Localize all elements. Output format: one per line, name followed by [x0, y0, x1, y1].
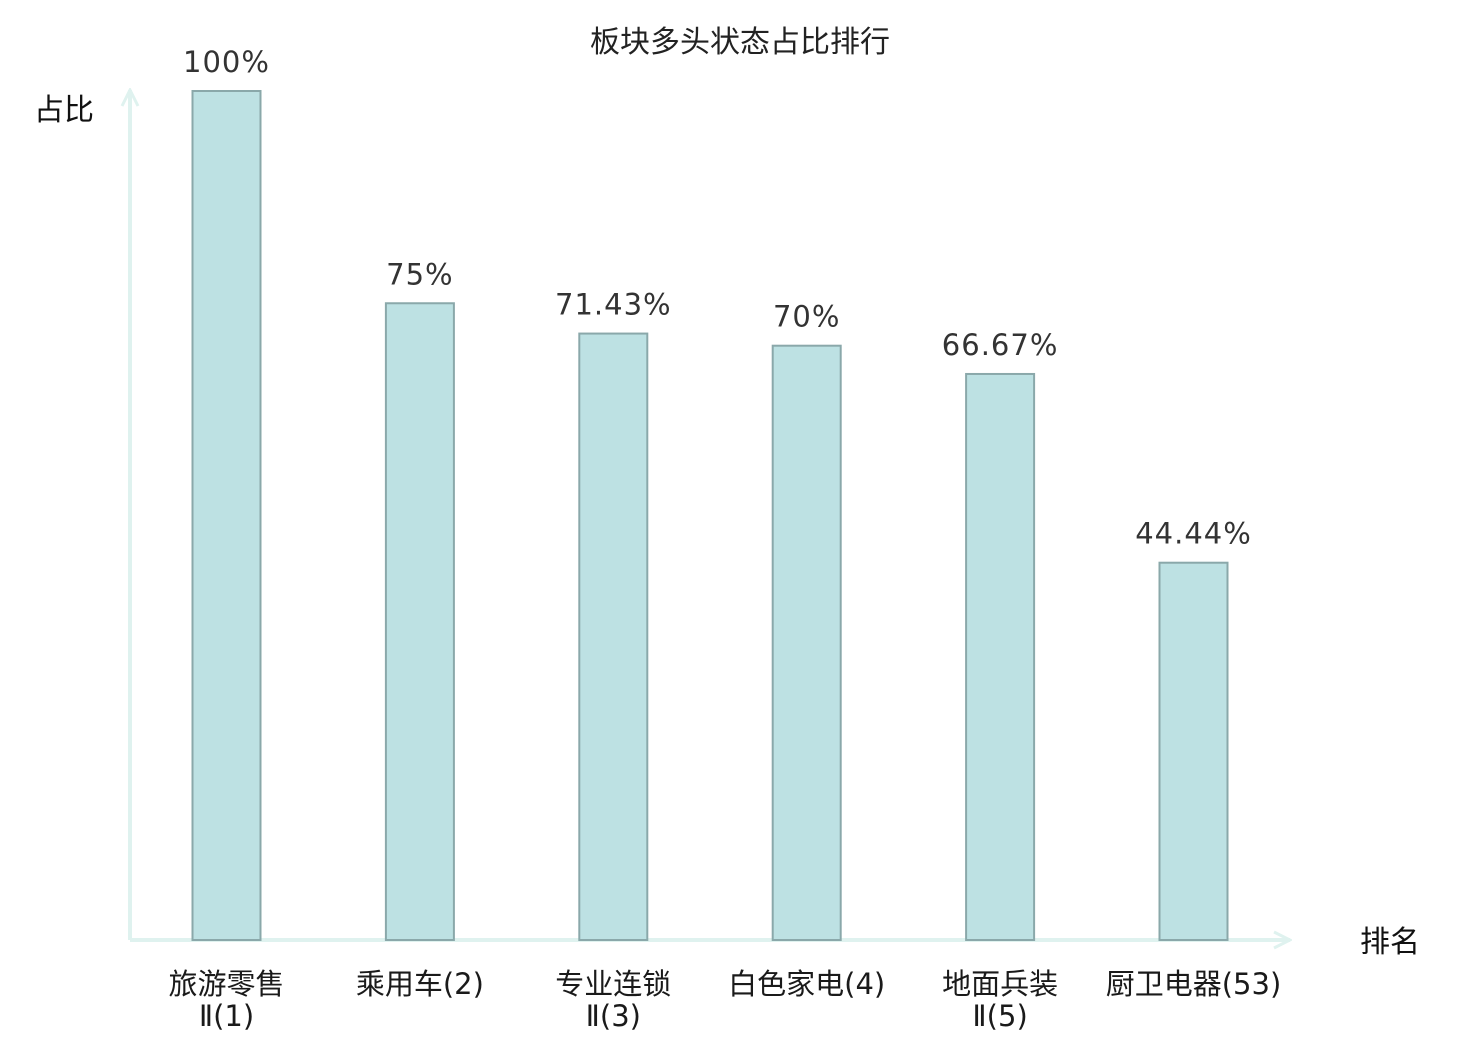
- bar: [965, 372, 1036, 942]
- category-label: 旅游零售: [168, 967, 284, 1001]
- bar: [771, 344, 842, 941]
- bar: [384, 302, 455, 941]
- category-label-line2: Ⅱ(5): [972, 999, 1027, 1033]
- category-label-line2: Ⅱ(1): [199, 999, 254, 1033]
- category-label: 厨卫电器(53): [1106, 967, 1282, 1001]
- bar-value-label: 75%: [386, 257, 453, 291]
- bar-value-label: 66.67%: [942, 328, 1059, 362]
- category-label-line2: Ⅱ(3): [586, 999, 641, 1033]
- bar-value-label: 100%: [183, 45, 270, 79]
- category-label: 乘用车(2): [356, 967, 484, 1001]
- value-labels-group: 100% 75% 71.43% 70% 66.67% 44.44%: [183, 45, 1252, 551]
- bars-group: [191, 90, 1229, 942]
- y-axis-label: 占比: [34, 93, 94, 128]
- bar: [1158, 561, 1229, 941]
- category-label: 白色家电(4): [728, 967, 885, 1001]
- bar: [191, 90, 262, 941]
- bar-value-label: 70%: [773, 300, 840, 334]
- chart-title: 板块多头状态占比排行: [590, 25, 890, 60]
- bar-value-label: 44.44%: [1135, 517, 1252, 551]
- category-label: 地面兵装: [942, 967, 1058, 1001]
- category-label: 专业连锁: [555, 967, 671, 1001]
- bar: [578, 332, 649, 941]
- x-axis-label: 排名: [1360, 925, 1420, 960]
- bar-value-label: 71.43%: [555, 288, 672, 322]
